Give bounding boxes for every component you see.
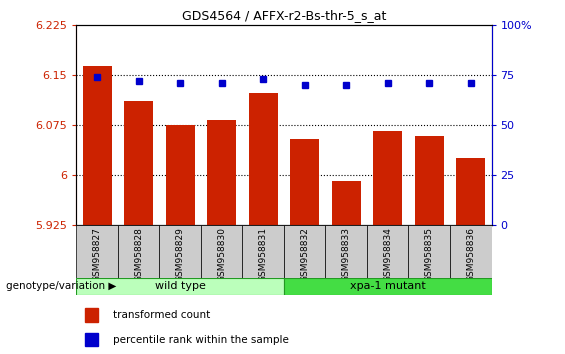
Text: GSM958835: GSM958835 xyxy=(425,227,434,282)
Text: GSM958834: GSM958834 xyxy=(383,227,392,282)
Text: GSM958831: GSM958831 xyxy=(259,227,268,282)
Bar xyxy=(450,225,492,278)
Text: GSM958832: GSM958832 xyxy=(300,227,309,282)
Bar xyxy=(76,278,284,295)
Text: GSM958829: GSM958829 xyxy=(176,227,185,282)
Title: GDS4564 / AFFX-r2-Bs-thr-5_s_at: GDS4564 / AFFX-r2-Bs-thr-5_s_at xyxy=(182,9,386,22)
Bar xyxy=(76,225,118,278)
Text: genotype/variation ▶: genotype/variation ▶ xyxy=(6,281,116,291)
Bar xyxy=(118,225,159,278)
Text: percentile rank within the sample: percentile rank within the sample xyxy=(113,335,289,344)
Bar xyxy=(85,308,98,322)
Bar xyxy=(207,120,236,225)
Text: xpa-1 mutant: xpa-1 mutant xyxy=(350,281,425,291)
Bar xyxy=(408,225,450,278)
Bar xyxy=(249,93,277,225)
Bar xyxy=(290,139,319,225)
Bar xyxy=(124,102,153,225)
Text: wild type: wild type xyxy=(155,281,206,291)
Bar xyxy=(166,125,194,225)
Bar xyxy=(367,225,408,278)
Text: GSM958836: GSM958836 xyxy=(466,227,475,282)
Bar xyxy=(201,225,242,278)
Bar xyxy=(242,225,284,278)
Bar xyxy=(85,333,98,347)
Text: transformed count: transformed count xyxy=(113,310,210,320)
Text: GSM958833: GSM958833 xyxy=(342,227,351,282)
Bar xyxy=(457,158,485,225)
Bar xyxy=(332,182,360,225)
Text: GSM958828: GSM958828 xyxy=(134,227,143,282)
Bar xyxy=(373,131,402,225)
Bar xyxy=(284,225,325,278)
Bar xyxy=(82,66,111,225)
Text: GSM958827: GSM958827 xyxy=(93,227,102,282)
Bar xyxy=(415,136,444,225)
Text: GSM958830: GSM958830 xyxy=(217,227,226,282)
Bar xyxy=(159,225,201,278)
Bar xyxy=(325,225,367,278)
Bar xyxy=(284,278,492,295)
